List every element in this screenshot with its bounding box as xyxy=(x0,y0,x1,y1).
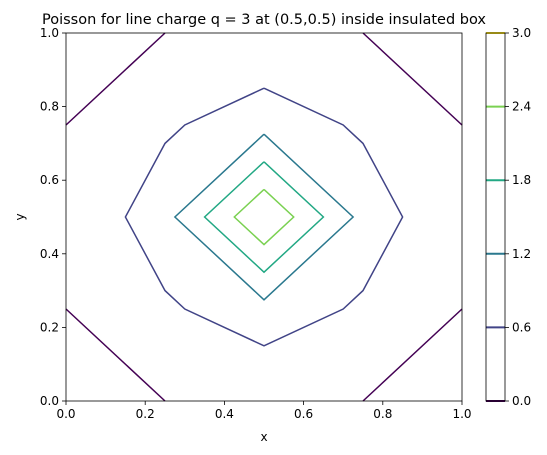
y-tick-label: 0.4 xyxy=(40,247,59,261)
plot-frame xyxy=(65,32,463,402)
chart-title: Poisson for line charge q = 3 at (0.5,0.… xyxy=(42,12,486,28)
x-tick-label: 0.0 xyxy=(56,407,75,421)
x-axis-label: x xyxy=(260,430,267,444)
contour-line-level-0-0 xyxy=(65,32,166,126)
x-tick-label: 0.8 xyxy=(373,407,392,421)
colorbar-tick-label: 0.0 xyxy=(512,394,531,408)
colorbar-tick-label: 2.4 xyxy=(512,100,531,114)
y-tick-label: 0.2 xyxy=(40,320,59,334)
y-axis-label: y xyxy=(13,213,27,220)
contour-line-level-0-6-0 xyxy=(124,87,404,347)
contour-line-level-0-1 xyxy=(362,32,463,126)
x-tick-label: 0.6 xyxy=(294,407,313,421)
y-tick-label: 0.0 xyxy=(40,394,59,408)
colorbar: 0.0 0.6 1.2 1.8 2.4 3.0 xyxy=(485,26,531,408)
x-tick-label: 0.4 xyxy=(215,407,234,421)
colorbar-tick-label: 3.0 xyxy=(512,26,531,40)
contour-line-level-1-8-0 xyxy=(203,161,325,274)
contour-line-level-2-4-0 xyxy=(233,188,295,246)
contour-line-level-0-2 xyxy=(65,308,166,402)
colorbar-tick-label: 1.2 xyxy=(512,247,531,261)
colorbar-tick-label: 1.8 xyxy=(512,173,531,187)
y-tick-label: 0.8 xyxy=(40,100,59,114)
y-tick-label: 1.0 xyxy=(40,26,59,40)
colorbar-frame xyxy=(485,32,506,402)
colorbar-tick-label: 0.6 xyxy=(512,320,531,334)
x-tick-label: 0.2 xyxy=(136,407,155,421)
x-tick-label: 1.0 xyxy=(452,407,471,421)
contour-line-level-0-3 xyxy=(362,308,463,402)
x-axis: 0.0 0.2 0.4 0.6 0.8 1.0 xyxy=(56,401,472,421)
plot-area xyxy=(65,32,463,402)
contour-line-level-1-2-0 xyxy=(173,133,355,301)
y-axis: 0.0 0.2 0.4 0.6 0.8 1.0 xyxy=(40,26,66,408)
y-tick-label: 0.6 xyxy=(40,173,59,187)
